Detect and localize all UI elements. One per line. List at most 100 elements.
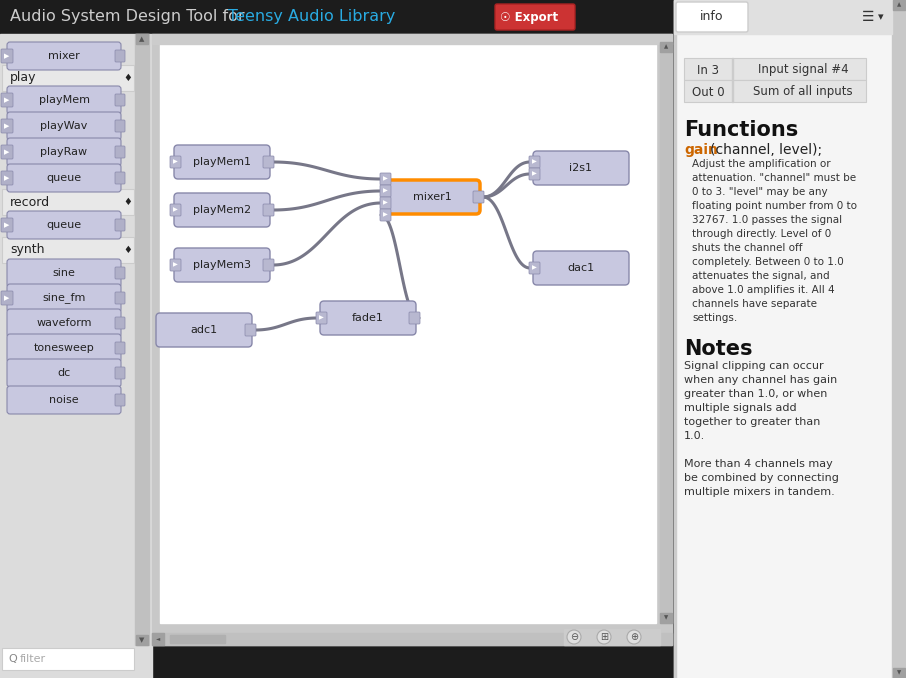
Text: sine: sine (53, 268, 75, 278)
Text: ▶: ▶ (5, 53, 10, 59)
FancyBboxPatch shape (115, 394, 125, 406)
FancyBboxPatch shape (320, 301, 416, 335)
Text: ◄: ◄ (156, 637, 160, 641)
Text: channels have separate: channels have separate (692, 299, 817, 309)
Text: record: record (10, 195, 50, 209)
Text: filter: filter (20, 654, 46, 664)
Text: shuts the channel off: shuts the channel off (692, 243, 803, 253)
Text: synth: synth (10, 243, 44, 256)
FancyBboxPatch shape (7, 42, 121, 70)
Text: ▶: ▶ (5, 222, 10, 228)
Text: ▶: ▶ (173, 159, 178, 165)
Text: playMem2: playMem2 (193, 205, 251, 215)
Bar (893, 668, 905, 678)
FancyBboxPatch shape (529, 262, 540, 274)
Bar (2, 189, 134, 215)
Text: mixer1: mixer1 (412, 192, 451, 202)
FancyBboxPatch shape (380, 173, 391, 185)
Text: Input signal #4: Input signal #4 (757, 64, 848, 77)
FancyBboxPatch shape (1, 291, 13, 305)
Bar (0, 0, 906, 34)
Bar (152, 34, 672, 44)
Text: ▲: ▲ (140, 36, 145, 42)
Text: play: play (10, 71, 36, 85)
Text: noise: noise (49, 395, 79, 405)
Text: ♦: ♦ (123, 245, 132, 255)
Circle shape (597, 630, 611, 644)
FancyBboxPatch shape (115, 267, 125, 279)
FancyBboxPatch shape (7, 334, 121, 362)
Text: playRaw: playRaw (41, 147, 88, 157)
Text: above 1.0 amplifies it. All 4: above 1.0 amplifies it. All 4 (692, 285, 834, 295)
Bar (136, 635, 148, 645)
Text: ▶: ▶ (383, 176, 388, 182)
Text: playMem: playMem (38, 95, 90, 105)
Bar (674, 0, 892, 34)
Text: ▶: ▶ (173, 207, 178, 212)
Bar (2, 237, 134, 263)
Bar (893, 0, 905, 10)
Text: through directly. Level of 0: through directly. Level of 0 (692, 229, 831, 239)
Bar (135, 34, 149, 645)
Text: info: info (700, 10, 724, 24)
Circle shape (567, 630, 581, 644)
FancyBboxPatch shape (115, 292, 125, 304)
Text: i2s1: i2s1 (570, 163, 593, 173)
FancyBboxPatch shape (115, 50, 125, 62)
FancyBboxPatch shape (170, 156, 181, 168)
Bar (660, 42, 672, 52)
FancyBboxPatch shape (7, 386, 121, 414)
Text: ▶: ▶ (5, 123, 10, 129)
Text: 32767. 1.0 passes the signal: 32767. 1.0 passes the signal (692, 215, 842, 225)
Text: More than 4 channels may: More than 4 channels may (684, 459, 833, 469)
Bar (684, 58, 866, 80)
FancyBboxPatch shape (115, 94, 125, 106)
FancyBboxPatch shape (115, 317, 125, 329)
Text: ▶: ▶ (383, 201, 388, 205)
FancyBboxPatch shape (115, 367, 125, 379)
Text: sine_fm: sine_fm (43, 292, 86, 304)
FancyBboxPatch shape (7, 359, 121, 387)
Bar (0, 34, 152, 678)
FancyBboxPatch shape (7, 86, 121, 114)
Text: ▶: ▶ (383, 212, 388, 218)
Text: ▶: ▶ (5, 175, 10, 181)
Bar (564, 629, 660, 645)
Text: ☉ Export: ☉ Export (500, 10, 558, 24)
Text: ▶: ▶ (319, 315, 323, 321)
Text: completely. Between 0 to 1.0: completely. Between 0 to 1.0 (692, 257, 843, 267)
Text: queue: queue (46, 173, 82, 183)
Text: ▲: ▲ (664, 45, 668, 49)
FancyBboxPatch shape (1, 119, 13, 133)
Text: attenuates the signal, and: attenuates the signal, and (692, 271, 830, 281)
Bar (152, 633, 672, 645)
FancyBboxPatch shape (245, 324, 256, 336)
FancyBboxPatch shape (380, 197, 391, 209)
FancyBboxPatch shape (170, 259, 181, 271)
FancyBboxPatch shape (115, 172, 125, 184)
FancyBboxPatch shape (263, 204, 274, 216)
FancyBboxPatch shape (115, 120, 125, 132)
Bar (660, 43, 672, 623)
FancyBboxPatch shape (533, 151, 629, 185)
FancyBboxPatch shape (1, 49, 13, 63)
Text: adc1: adc1 (190, 325, 217, 335)
Circle shape (627, 630, 641, 644)
Text: (channel, level);: (channel, level); (710, 143, 822, 157)
Bar (136, 34, 148, 44)
Bar (732, 58, 733, 80)
Text: ▶: ▶ (383, 188, 388, 193)
Text: Sum of all inputs: Sum of all inputs (753, 85, 853, 98)
FancyBboxPatch shape (7, 259, 121, 287)
Text: ▼: ▼ (140, 637, 145, 643)
Text: floating point number from 0 to: floating point number from 0 to (692, 201, 857, 211)
Text: Notes: Notes (684, 339, 753, 359)
FancyBboxPatch shape (529, 156, 540, 168)
FancyBboxPatch shape (495, 4, 575, 30)
Text: ▶: ▶ (173, 262, 178, 268)
Text: Teensy Audio Library: Teensy Audio Library (228, 9, 395, 24)
FancyBboxPatch shape (473, 191, 484, 203)
Text: ▶: ▶ (5, 295, 10, 301)
Text: dac1: dac1 (567, 263, 594, 273)
Text: multiple signals add: multiple signals add (684, 403, 796, 413)
